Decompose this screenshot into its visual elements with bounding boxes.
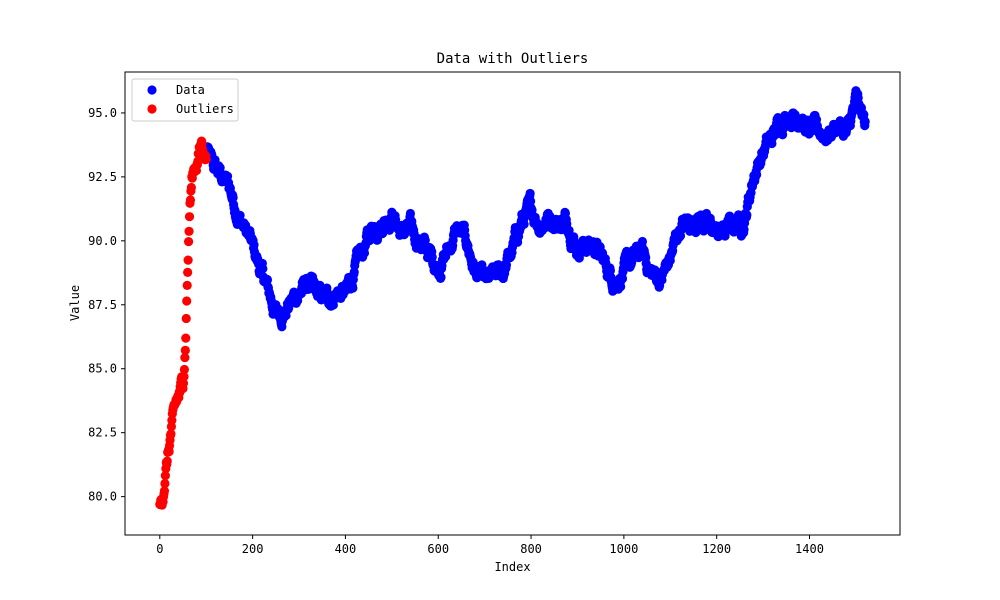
y-axis: 80.0 82.5 85.0 87.5 90.0 92.5 95.0 (88, 106, 125, 504)
data-point (184, 226, 194, 236)
data-point (752, 170, 762, 180)
data-point (228, 192, 238, 203)
y-axis-label: Value (68, 285, 82, 321)
legend-label-data: Data (176, 83, 205, 97)
data-point (180, 345, 190, 355)
x-tick-label: 600 (427, 542, 449, 556)
data-point (166, 429, 176, 439)
data-point (860, 116, 870, 127)
data-point (162, 456, 172, 466)
data-point (185, 195, 196, 205)
x-axis: 0 200 400 600 800 1000 1200 1400 (156, 535, 824, 556)
x-tick-label: 0 (156, 542, 163, 556)
x-tick-label: 1200 (702, 542, 731, 556)
data-point (183, 236, 194, 247)
data-point (201, 154, 211, 164)
y-tick-label: 80.0 (88, 490, 117, 504)
legend-label-outliers: Outliers (176, 102, 234, 116)
legend-box (131, 78, 239, 122)
data-point (616, 282, 626, 292)
y-tick-label: 92.5 (88, 170, 117, 184)
data-point (183, 255, 193, 265)
data-point (160, 471, 170, 481)
data-point (181, 333, 191, 343)
legend-marker-data (147, 85, 157, 95)
data-point (182, 296, 192, 306)
data-point (181, 313, 191, 324)
data-point (526, 196, 536, 206)
y-tick-label: 82.5 (88, 426, 117, 440)
data-point (184, 212, 195, 222)
chart-title: Data with Outliers (437, 51, 589, 67)
y-tick-label: 95.0 (88, 106, 117, 120)
data-point (519, 219, 529, 229)
y-tick-label: 90.0 (88, 234, 117, 248)
data-point (180, 352, 190, 363)
data-point (258, 264, 268, 274)
data-point (182, 280, 192, 290)
data-point (617, 274, 628, 284)
data-point (249, 240, 259, 250)
data-point (742, 210, 752, 220)
y-tick-label: 85.0 (88, 362, 117, 376)
data-point (637, 236, 648, 247)
legend: Data Outliers (131, 78, 239, 122)
data-point (349, 267, 359, 277)
data-point (436, 272, 446, 282)
x-tick-label: 1400 (795, 542, 824, 556)
x-tick-label: 800 (520, 542, 542, 556)
data-point (178, 378, 189, 388)
data-point (348, 283, 358, 293)
y-tick-label: 87.5 (88, 298, 117, 312)
data-point (186, 182, 196, 193)
legend-marker-outliers (147, 104, 157, 114)
data-point (359, 248, 370, 258)
x-axis-label: Index (494, 560, 530, 574)
data-point (525, 188, 535, 199)
data-point (405, 208, 415, 219)
data-point (159, 486, 170, 496)
data-point (262, 275, 273, 285)
data-point (605, 265, 616, 276)
data-point (160, 478, 170, 489)
x-tick-label: 200 (242, 542, 264, 556)
series-data (201, 86, 870, 332)
data-point (179, 364, 189, 375)
data-point (235, 210, 245, 220)
data-point (167, 415, 177, 425)
x-tick-label: 400 (335, 542, 357, 556)
data-point (183, 267, 193, 277)
plot-area (124, 71, 901, 536)
series-outliers (155, 136, 211, 510)
data-point (859, 110, 869, 120)
x-tick-label: 1000 (609, 542, 638, 556)
data-point (179, 371, 189, 382)
plot-frame (124, 71, 901, 536)
